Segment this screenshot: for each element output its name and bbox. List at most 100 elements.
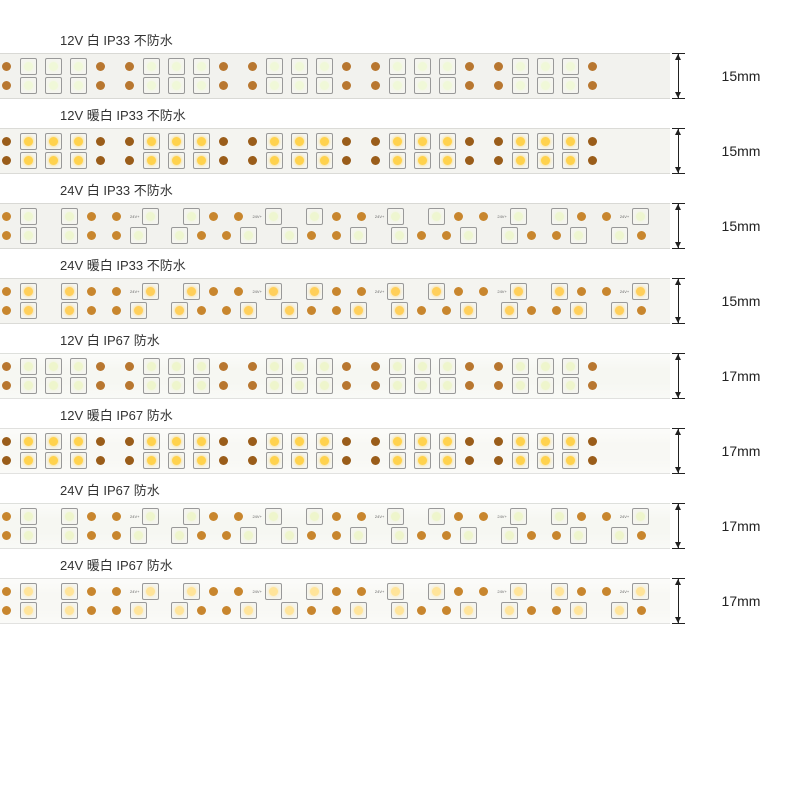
solder-pad — [588, 362, 597, 371]
led-chip — [20, 358, 37, 375]
led-row: 24V+24V+24V+24V+24V+ — [0, 583, 670, 600]
led-chip — [391, 527, 408, 544]
solder-pad — [527, 606, 536, 615]
solder-pad — [234, 287, 243, 296]
led-chip — [316, 358, 333, 375]
led-chip — [20, 283, 37, 300]
pcb-marking: 24V+ — [130, 589, 139, 594]
led-chip — [281, 527, 298, 544]
led-chip — [537, 133, 554, 150]
led-chip — [266, 77, 283, 94]
led-chip — [387, 283, 404, 300]
solder-pad — [342, 156, 351, 165]
solder-pad — [248, 81, 257, 90]
solder-pad — [602, 512, 611, 521]
strip-label: 24V 白 IP33 不防水 — [0, 180, 800, 199]
dimension-value: 17mm — [722, 443, 761, 459]
led-chip — [306, 508, 323, 525]
led-chip — [70, 358, 87, 375]
led-row — [0, 58, 670, 75]
solder-pad — [342, 137, 351, 146]
led-chip — [168, 152, 185, 169]
led-chip — [61, 208, 78, 225]
led-chip — [389, 133, 406, 150]
solder-pad — [332, 606, 341, 615]
led-chip — [193, 433, 210, 450]
led-chip — [45, 152, 62, 169]
led-chip — [316, 452, 333, 469]
led-chip — [143, 452, 160, 469]
solder-pad — [342, 437, 351, 446]
led-chip — [570, 302, 587, 319]
led-chip — [142, 508, 159, 525]
led-chip — [316, 133, 333, 150]
solder-pad — [2, 231, 11, 240]
solder-pad — [248, 456, 257, 465]
solder-pad — [96, 437, 105, 446]
led-strip-comparison: 12V 白 IP33 不防水15mm12V 暖白 IP33 不防水15mm24V… — [0, 30, 800, 624]
pcb-marking: 24V+ — [497, 289, 506, 294]
led-chip — [350, 602, 367, 619]
led-chip — [45, 433, 62, 450]
led-chip — [45, 77, 62, 94]
strip-row: 24V 暖白 IP33 不防水24V+24V+24V+24V+24V+15mm — [0, 255, 800, 324]
led-chip — [168, 433, 185, 450]
led-chip — [439, 452, 456, 469]
pcb-marking: 24V+ — [497, 514, 506, 519]
solder-pad — [125, 456, 134, 465]
solder-pad — [219, 156, 228, 165]
led-chip — [350, 227, 367, 244]
led-chip — [61, 527, 78, 544]
led-strip: 24V+24V+24V+24V+24V+ — [0, 578, 670, 624]
solder-pad — [637, 606, 646, 615]
solder-pad — [342, 62, 351, 71]
led-chip — [143, 358, 160, 375]
solder-pad — [209, 587, 218, 596]
led-chip — [350, 302, 367, 319]
solder-pad — [125, 156, 134, 165]
strip-label: 12V 白 IP33 不防水 — [0, 30, 800, 49]
solder-pad — [371, 62, 380, 71]
dimension-value: 15mm — [722, 218, 761, 234]
solder-pad — [342, 381, 351, 390]
solder-pad — [588, 456, 597, 465]
solder-pad — [112, 212, 121, 221]
solder-pad — [527, 231, 536, 240]
led-chip — [632, 583, 649, 600]
solder-pad — [87, 606, 96, 615]
solder-pad — [2, 287, 11, 296]
led-strip — [0, 128, 670, 174]
solder-pad — [332, 306, 341, 315]
led-chip — [183, 508, 200, 525]
solder-pad — [87, 587, 96, 596]
solder-pad — [552, 306, 561, 315]
led-row — [0, 527, 670, 544]
led-chip — [193, 452, 210, 469]
solder-pad — [577, 587, 586, 596]
led-chip — [130, 227, 147, 244]
led-row — [0, 133, 670, 150]
led-strip: 24V+24V+24V+24V+24V+ — [0, 503, 670, 549]
dimension-value: 17mm — [722, 593, 761, 609]
led-chip — [291, 133, 308, 150]
solder-pad — [588, 381, 597, 390]
solder-pad — [96, 62, 105, 71]
solder-pad — [219, 81, 228, 90]
solder-pad — [2, 381, 11, 390]
led-chip — [460, 302, 477, 319]
led-chip — [168, 377, 185, 394]
solder-pad — [332, 287, 341, 296]
led-chip — [130, 527, 147, 544]
led-chip — [266, 133, 283, 150]
solder-pad — [87, 231, 96, 240]
led-chip — [428, 583, 445, 600]
solder-pad — [494, 381, 503, 390]
solder-pad — [527, 306, 536, 315]
led-chip — [183, 583, 200, 600]
solder-pad — [602, 212, 611, 221]
led-chip — [350, 527, 367, 544]
solder-pad — [219, 437, 228, 446]
led-chip — [389, 77, 406, 94]
led-chip — [501, 527, 518, 544]
led-chip — [414, 433, 431, 450]
